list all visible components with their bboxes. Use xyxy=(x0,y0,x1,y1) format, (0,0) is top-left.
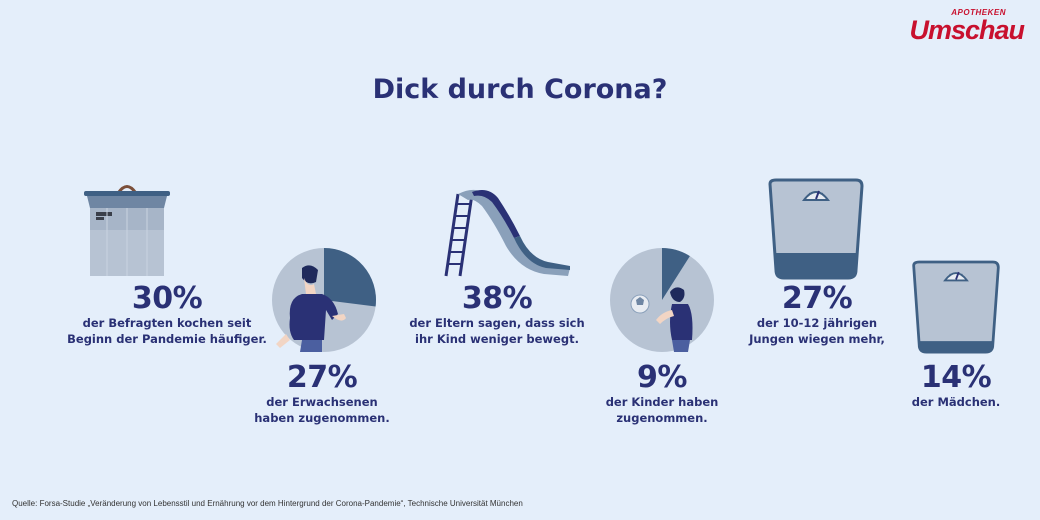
stat-adults: 27% der Erwachsenen haben zugenommen. xyxy=(232,362,412,426)
scale-icon xyxy=(912,260,1000,354)
stat-adults-line2: haben zugenommen. xyxy=(254,411,390,425)
page-title: Dick durch Corona? xyxy=(372,74,668,105)
adult-figure xyxy=(276,265,346,352)
stat-children-percent: 9% xyxy=(637,360,687,395)
stat-girls-line1: der Mädchen. xyxy=(911,395,1001,409)
adult-pie-icon xyxy=(272,248,377,352)
stat-parents-line1: der Eltern sagen, dass sich xyxy=(409,316,585,330)
stat-children-line2: zugenommen. xyxy=(616,411,708,425)
slide-icon xyxy=(444,189,570,277)
stat-cooking: 30% der Befragten kochen seit Beginn der… xyxy=(52,283,282,347)
brand-logo: APOTHEKEN Umschau xyxy=(904,8,1025,45)
stat-girls-percent: 14% xyxy=(920,360,992,395)
stat-girls: 14% der Mädchen. xyxy=(876,362,1036,410)
stat-adults-line1: der Erwachsenen xyxy=(266,395,378,409)
source-note: Quelle: Forsa-Studie „Veränderung von Le… xyxy=(12,499,523,508)
adult-pie-slice xyxy=(324,248,377,307)
child-figure xyxy=(630,287,693,352)
child-pie-slice xyxy=(662,248,690,300)
stat-adults-percent: 27% xyxy=(286,360,358,395)
stat-children-line1: der Kinder haben xyxy=(605,395,719,409)
brand-logo-small: APOTHEKEN xyxy=(951,8,1006,17)
cooking-pot-icon xyxy=(84,185,170,276)
stat-boys: 27% der 10-12 jährigen Jungen wiegen meh… xyxy=(722,283,912,347)
stat-cooking-line1: der Befragten kochen seit xyxy=(82,316,252,330)
stat-cooking-line2: Beginn der Pandemie häufiger. xyxy=(67,332,267,346)
stat-cooking-percent: 30% xyxy=(131,281,203,316)
stat-boys-percent: 27% xyxy=(781,281,853,316)
stat-parents: 38% der Eltern sagen, dass sich ihr Kind… xyxy=(382,283,612,347)
scale-icon xyxy=(768,178,864,280)
stat-children: 9% der Kinder haben zugenommen. xyxy=(582,362,742,426)
child-pie-icon xyxy=(610,248,714,352)
stat-parents-percent: 38% xyxy=(461,281,533,316)
stat-boys-line1: der 10-12 jährigen xyxy=(756,316,878,330)
stat-parents-line2: ihr Kind weniger bewegt. xyxy=(415,332,579,346)
brand-logo-big: Umschau xyxy=(909,15,1025,45)
stat-boys-line2: Jungen wiegen mehr, xyxy=(749,332,885,346)
